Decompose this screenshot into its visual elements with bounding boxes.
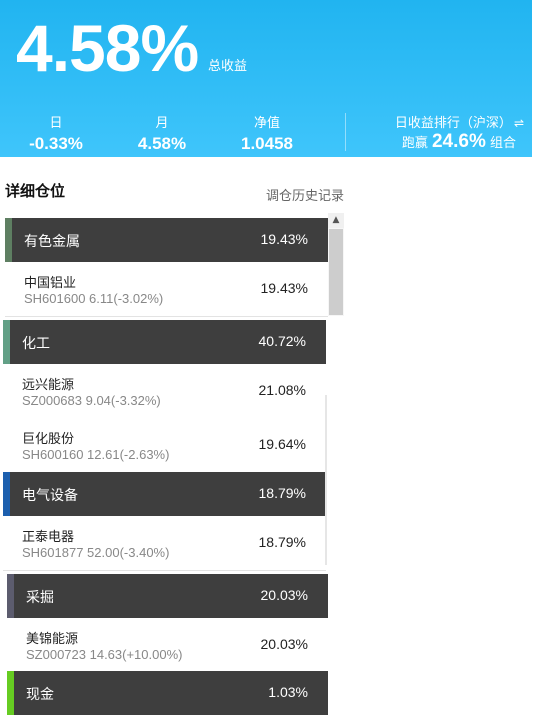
stock-percent: 21.08%	[258, 382, 306, 398]
stat-nav: 净值 1.0458	[222, 112, 312, 154]
summary-header: 4.58% 总收益 日 -0.33% 月 4.58% 净值 1.0458 日收益…	[0, 0, 532, 157]
stat-day-value: -0.33%	[29, 134, 83, 153]
sector-row[interactable]: 电气设备 18.79%	[3, 472, 326, 516]
stat-day-label: 日	[49, 116, 63, 131]
scroll-divider	[325, 395, 327, 565]
stock-code-price: SH601600 6.11(-3.02%)	[24, 291, 164, 306]
stock-code-price: SZ000723 14.63(+10.00%)	[26, 647, 183, 662]
sector-color-bar	[3, 320, 10, 364]
sector-row[interactable]: 化工 40.72%	[3, 320, 326, 364]
sector-color-bar	[7, 574, 14, 618]
holdings-title: 详细仓位	[5, 182, 66, 200]
sector-row[interactable]: 现金 1.03%	[7, 671, 328, 715]
stock-percent: 19.43%	[260, 280, 308, 296]
stock-code-price: SH601877 52.00(-3.40%)	[22, 545, 170, 560]
scrollbar-thumb[interactable]	[329, 229, 343, 315]
sector-percent: 40.72%	[258, 333, 306, 349]
rank-prefix: 跑赢	[401, 136, 428, 151]
sector-name: 采掘	[26, 590, 54, 606]
stock-name: 中国铝业	[24, 276, 77, 291]
swap-icon[interactable]: ⇌	[513, 116, 524, 130]
stat-nav-value: 1.0458	[241, 134, 293, 153]
stock-percent: 19.64%	[258, 436, 306, 452]
stock-row[interactable]: 正泰电器 SH601877 52.00(-3.40%) 18.79%	[3, 516, 326, 571]
header-divider	[345, 113, 346, 151]
sector-row[interactable]: 有色金属 19.43%	[5, 218, 328, 262]
stock-row[interactable]: 中国铝业 SH601600 6.11(-3.02%) 19.43%	[5, 262, 328, 317]
total-return-value: 4.58%	[16, 11, 199, 85]
total-return-label: 总收益	[208, 59, 248, 74]
stock-code-price: SH600160 12.61(-2.63%)	[22, 447, 170, 462]
scroll-up-arrow-icon[interactable]: ▲	[328, 213, 344, 228]
stat-nav-label: 净值	[253, 116, 280, 131]
rank-percent: 24.6%	[431, 131, 486, 152]
stat-month-value: 4.58%	[137, 134, 187, 153]
stock-percent: 18.79%	[258, 534, 306, 550]
stock-row[interactable]: 美锦能源 SZ000723 14.63(+10.00%) 20.03%	[7, 618, 328, 673]
stock-name: 巨化股份	[22, 432, 75, 447]
sector-percent: 1.03%	[268, 684, 308, 700]
sector-row[interactable]: 采掘 20.03%	[7, 574, 328, 618]
rank-toggle[interactable]: 日收益排行（沪深） ⇌	[395, 112, 524, 131]
sector-percent: 18.79%	[258, 485, 306, 501]
stat-month-label: 月	[155, 116, 169, 131]
sector-color-bar	[3, 472, 10, 516]
sector-name: 有色金属	[24, 234, 80, 250]
sector-name: 化工	[22, 336, 50, 352]
sector-color-bar	[5, 218, 12, 262]
stat-month: 月 4.58%	[117, 112, 207, 154]
stat-day: 日 -0.33%	[11, 112, 101, 154]
sector-name: 电气设备	[22, 488, 78, 504]
stock-name: 远兴能源	[22, 378, 75, 393]
stock-row[interactable]: 巨化股份 SH600160 12.61(-2.63%) 19.64%	[3, 418, 326, 473]
sector-name: 现金	[26, 687, 54, 703]
sector-percent: 19.43%	[260, 231, 308, 247]
stock-row[interactable]: 远兴能源 SZ000683 9.04(-3.32%) 21.08%	[3, 364, 326, 419]
rank-suffix: 组合	[489, 136, 516, 151]
stock-code-price: SZ000683 9.04(-3.32%)	[22, 393, 161, 408]
stock-name: 正泰电器	[22, 530, 75, 545]
stock-name: 美锦能源	[26, 632, 79, 647]
sector-color-bar	[7, 671, 14, 715]
sector-percent: 20.03%	[260, 587, 308, 603]
stock-percent: 20.03%	[260, 636, 308, 652]
rank-value: 跑赢 24.6% 组合	[402, 131, 516, 153]
rebalance-history-link[interactable]: 调仓历史记录	[265, 189, 344, 204]
rank-label: 日收益排行（沪深）	[394, 116, 512, 131]
